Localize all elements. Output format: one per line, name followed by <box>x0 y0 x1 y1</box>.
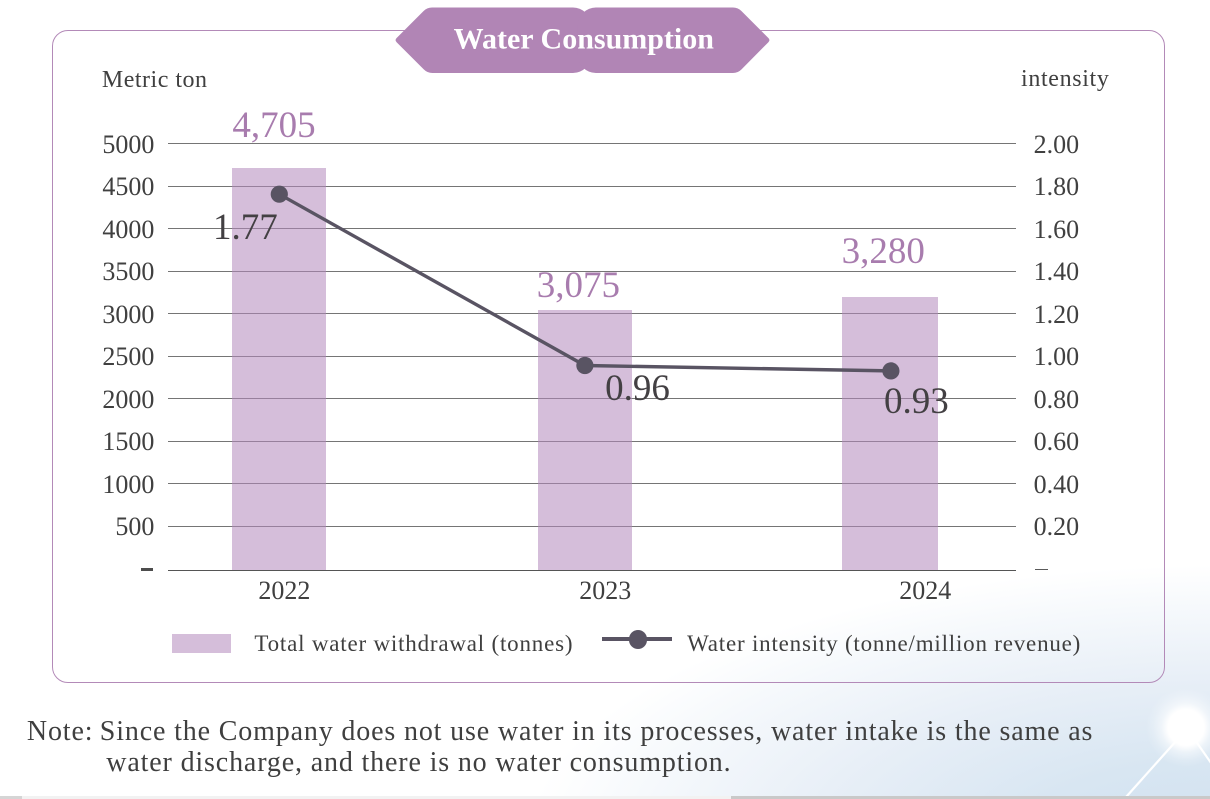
svg-text:Water Consumption: Water Consumption <box>454 23 715 56</box>
